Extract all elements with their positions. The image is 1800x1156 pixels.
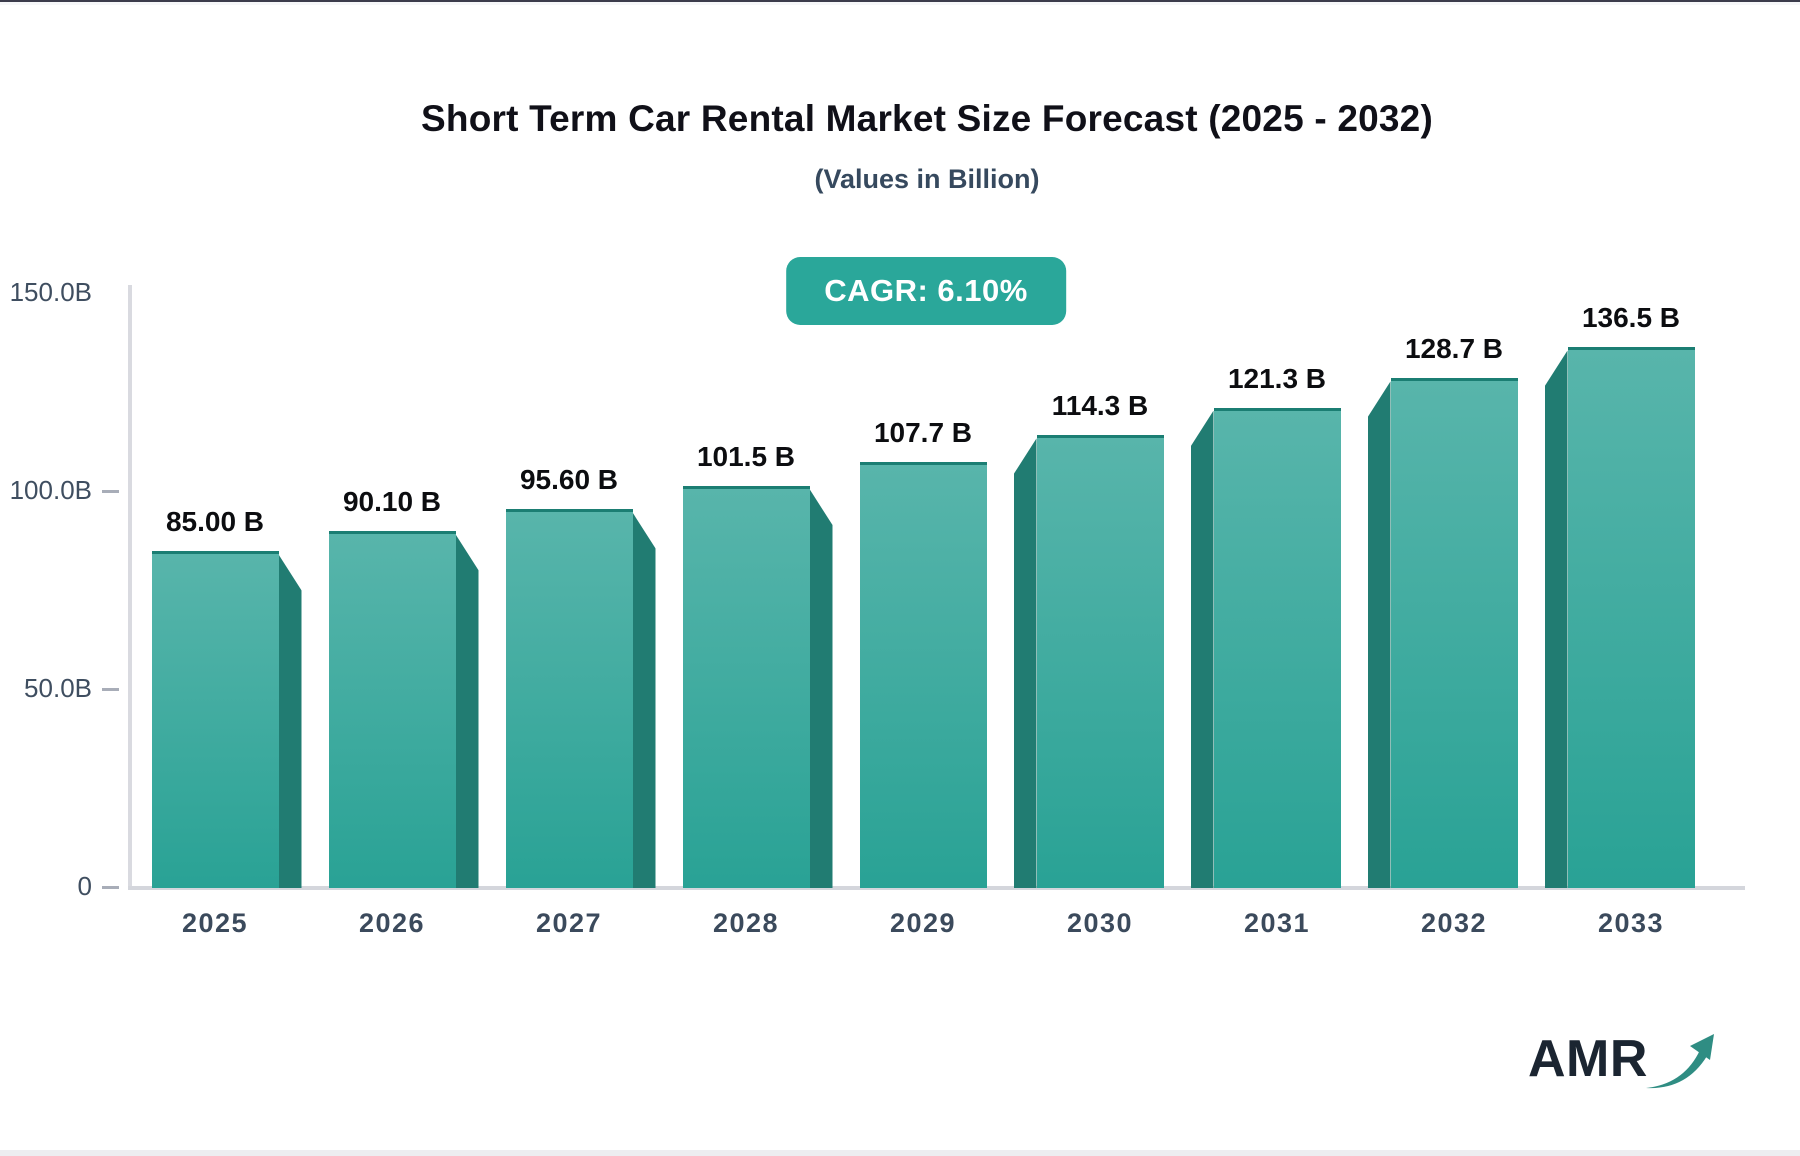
y-axis-label-100.0B: 100.0B — [9, 475, 92, 505]
x-axis-baseline — [128, 886, 1745, 890]
bar-value-label-2026: 90.10 B — [342, 486, 442, 518]
y-axis-tick — [102, 490, 119, 493]
x-axis-label-2027: 2027 — [535, 908, 603, 938]
x-axis-label-2029: 2029 — [889, 908, 957, 938]
bar-value-label-2025: 85.00 B — [165, 506, 265, 538]
bar-side-face-left — [1367, 381, 1391, 888]
bar-side-face-left — [1013, 438, 1037, 888]
bar-2031 — [1190, 407, 1341, 888]
bar-2029 — [859, 461, 987, 888]
y-axis-tick — [102, 688, 119, 691]
x-axis-label-2026: 2026 — [358, 908, 426, 938]
bar-value-label-2029: 107.7 B — [873, 416, 973, 448]
bar-side-face-right — [632, 512, 656, 888]
x-axis-label-2025: 2025 — [181, 908, 249, 938]
cagr-badge-label: CAGR: 6.10% — [824, 273, 1028, 308]
bar-2033 — [1544, 347, 1695, 888]
chart-subtitle: (Values in Billion) — [814, 164, 1040, 194]
bar-2030 — [1013, 435, 1164, 888]
x-axis-label-2030: 2030 — [1066, 908, 1134, 938]
bar-2028 — [682, 486, 833, 888]
x-axis-label-2028: 2028 — [712, 908, 780, 938]
bar-side-face-left — [1190, 410, 1214, 888]
y-axis-line — [128, 285, 132, 890]
x-axis-label-2033: 2033 — [1597, 908, 1665, 938]
bar-side-face-right — [455, 534, 479, 888]
bar-2025 — [151, 551, 302, 888]
x-axis-label-2032: 2032 — [1420, 908, 1488, 938]
bar-value-label-2033: 136.5 B — [1581, 302, 1681, 334]
y-axis-label-0: 0 — [77, 871, 92, 901]
amr-logo-text: AMR — [1528, 1030, 1648, 1088]
bar-2027 — [505, 509, 656, 888]
amr-logo: AMR — [1528, 1028, 1716, 1092]
bar-value-label-2032: 128.7 B — [1404, 333, 1504, 365]
bar-value-label-2027: 95.60 B — [519, 464, 619, 496]
bar-2026 — [328, 531, 479, 888]
bottom-edge-strip — [0, 1150, 1800, 1156]
y-axis-tick — [102, 886, 119, 889]
bar-side-face-right — [809, 489, 833, 888]
bar-value-label-2028: 101.5 B — [696, 441, 796, 473]
x-axis-label-2031: 2031 — [1243, 908, 1311, 938]
bar-side-face-left — [1544, 350, 1568, 888]
y-axis-label-50.0B: 50.0B — [24, 673, 92, 703]
growth-arrow-icon — [1645, 1034, 1714, 1089]
bar-2032 — [1367, 378, 1518, 888]
cagr-badge: CAGR: 6.10% — [786, 257, 1066, 325]
y-axis-label-150.0B: 150.0B — [9, 277, 92, 307]
bar-side-face-right — [278, 554, 302, 888]
bar-value-label-2031: 121.3 B — [1227, 362, 1327, 394]
bar-value-label-2030: 114.3 B — [1051, 390, 1149, 422]
chart-title: Short Term Car Rental Market Size Foreca… — [421, 98, 1433, 139]
